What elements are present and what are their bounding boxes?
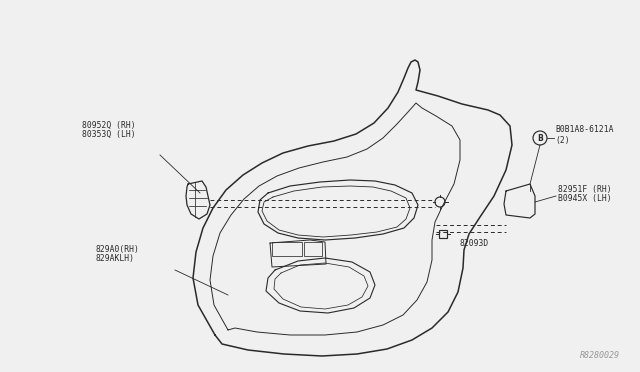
Text: 82951F (RH): 82951F (RH) bbox=[558, 185, 612, 194]
Bar bbox=[272, 242, 302, 256]
Text: 80353Q (LH): 80353Q (LH) bbox=[82, 130, 136, 139]
Text: R8280029: R8280029 bbox=[580, 351, 620, 360]
Text: B0945X (LH): B0945X (LH) bbox=[558, 194, 612, 203]
Text: B: B bbox=[537, 134, 543, 142]
Text: B0B1A8-6121A: B0B1A8-6121A bbox=[555, 125, 614, 134]
Text: 829AKLH): 829AKLH) bbox=[95, 254, 134, 263]
Bar bbox=[304, 242, 322, 256]
Text: 829A0(RH): 829A0(RH) bbox=[95, 245, 139, 254]
Text: 80952Q (RH): 80952Q (RH) bbox=[82, 121, 136, 130]
Text: 82093D: 82093D bbox=[460, 239, 489, 248]
Bar bbox=[439, 230, 447, 238]
Text: (2): (2) bbox=[555, 136, 570, 145]
